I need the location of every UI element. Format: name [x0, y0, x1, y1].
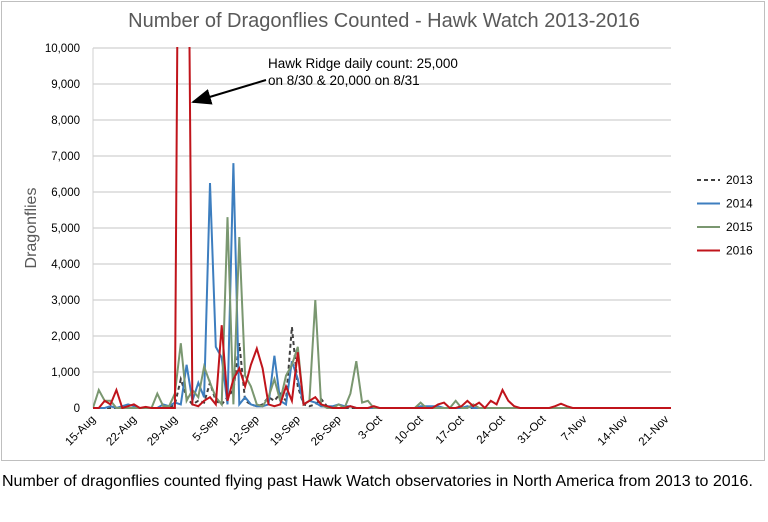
x-tick-label: 14-Nov [596, 413, 631, 448]
x-tick-label: 19-Sep [268, 414, 303, 449]
y-tick-label: 7,000 [51, 151, 80, 163]
x-tick-label: 5-Sep [191, 414, 221, 444]
x-tick-label: 26-Sep [309, 414, 344, 449]
figure-caption: Number of dragonflies counted flying pas… [2, 473, 753, 490]
chart-frame [1, 1, 765, 461]
x-tick-label: 24-Oct [475, 413, 508, 446]
x-tick-label: 10-Oct [393, 413, 426, 446]
series-line-2016 [93, 47, 671, 409]
y-tick-label: 5,000 [51, 223, 80, 235]
y-tick-label: 10,000 [45, 43, 80, 55]
legend-label-2016: 2016 [726, 244, 753, 258]
y-tick-label: 9,000 [51, 79, 80, 91]
y-axis-label: Dragonflies [23, 188, 40, 269]
x-tick-label: 7-Nov [559, 413, 589, 443]
x-tick-label: 15-Aug [63, 414, 98, 449]
y-tick-label: 0 [74, 403, 80, 415]
y-tick-label: 1,000 [51, 367, 80, 379]
annotation-arrow [191, 79, 267, 105]
y-tick-label: 6,000 [51, 187, 80, 199]
annotation-line-1: Hawk Ridge daily count: 25,000 [268, 56, 458, 71]
series-line-2014 [93, 163, 671, 409]
chart-title: Number of Dragonflies Counted - Hawk Wat… [128, 10, 640, 32]
annotation-line-2: on 8/30 & 20,000 on 8/31 [268, 73, 420, 88]
x-tick-label: 3-Oct [356, 413, 385, 442]
series-line-2013 [93, 326, 671, 409]
x-tick-label: 31-Oct [516, 413, 549, 446]
x-tick-label: 29-Aug [145, 414, 180, 449]
y-tick-label: 2,000 [51, 331, 80, 343]
y-tick-label: 8,000 [51, 115, 80, 127]
x-tick-label: 17-Oct [434, 413, 467, 446]
y-tick-label: 4,000 [51, 259, 80, 271]
legend-label-2014: 2014 [726, 197, 753, 211]
legend-label-2015: 2015 [726, 220, 753, 234]
x-tick-label: 12-Sep [227, 414, 262, 449]
y-tick-label: 3,000 [51, 295, 80, 307]
legend-label-2013: 2013 [726, 173, 753, 187]
line-chart: 0 1,000 2,000 3,000 4,000 5,000 6,000 7,000 8,00… [23, 43, 753, 449]
x-tick-label: 22-Aug [104, 414, 139, 449]
x-tick-label: 21-Nov [637, 413, 672, 448]
